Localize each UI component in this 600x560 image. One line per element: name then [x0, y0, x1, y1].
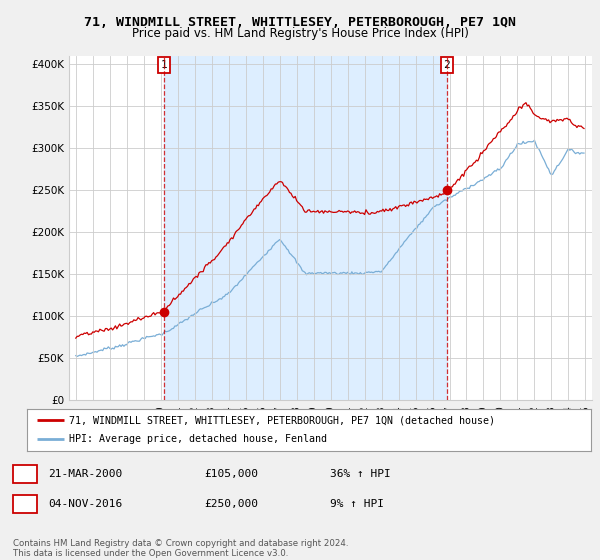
Bar: [164, 56, 447, 400]
Text: Contains HM Land Registry data © Crown copyright and database right 2024.
This d: Contains HM Land Registry data © Crown c…: [13, 539, 349, 558]
Text: 2: 2: [22, 497, 29, 511]
Text: HPI: Average price, detached house, Fenland: HPI: Average price, detached house, Fenl…: [70, 435, 328, 445]
Text: £105,000: £105,000: [204, 469, 258, 479]
Text: 21-MAR-2000: 21-MAR-2000: [48, 469, 122, 479]
Text: 71, WINDMILL STREET, WHITTLESEY, PETERBOROUGH, PE7 1QN (detached house): 71, WINDMILL STREET, WHITTLESEY, PETERBO…: [70, 415, 496, 425]
Text: 36% ↑ HPI: 36% ↑ HPI: [330, 469, 391, 479]
Text: Price paid vs. HM Land Registry's House Price Index (HPI): Price paid vs. HM Land Registry's House …: [131, 27, 469, 40]
Text: 71, WINDMILL STREET, WHITTLESEY, PETERBOROUGH, PE7 1QN: 71, WINDMILL STREET, WHITTLESEY, PETERBO…: [84, 16, 516, 29]
Text: 1: 1: [22, 468, 29, 481]
Text: 2: 2: [443, 60, 450, 70]
Text: 04-NOV-2016: 04-NOV-2016: [48, 499, 122, 509]
Text: 1: 1: [161, 60, 167, 70]
Text: £250,000: £250,000: [204, 499, 258, 509]
Text: 9% ↑ HPI: 9% ↑ HPI: [330, 499, 384, 509]
